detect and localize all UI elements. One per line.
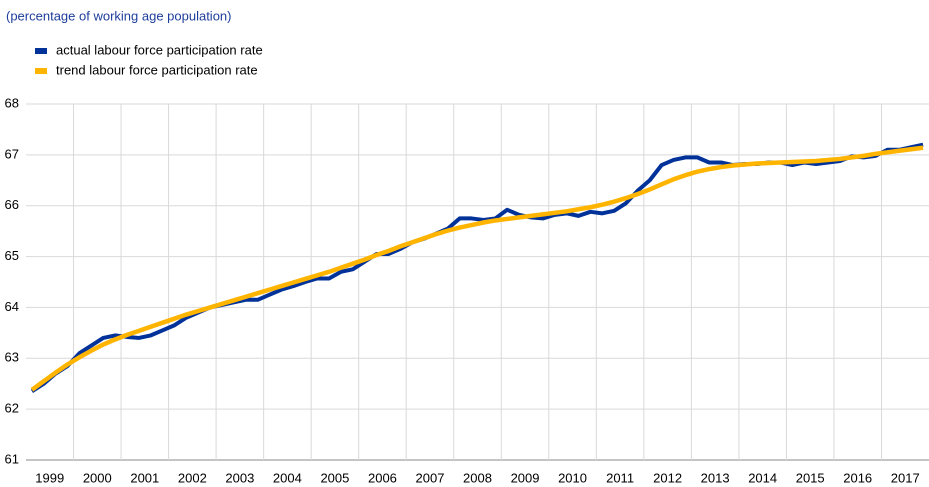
x-tick-label: 2014 bbox=[748, 470, 777, 485]
y-tick-label: 66 bbox=[5, 197, 19, 212]
x-tick-label: 2015 bbox=[796, 470, 825, 485]
x-tick-label: 2012 bbox=[653, 470, 682, 485]
legend-swatch bbox=[35, 48, 47, 54]
x-tick-label: 2002 bbox=[178, 470, 207, 485]
y-tick-label: 67 bbox=[5, 146, 19, 161]
x-tick-label: 2009 bbox=[511, 470, 540, 485]
series-line bbox=[30, 142, 924, 394]
x-tick-label: 2011 bbox=[606, 470, 634, 485]
x-tick-label: 2008 bbox=[463, 470, 492, 485]
x-tick-label: 2006 bbox=[368, 470, 397, 485]
y-tick-label: 68 bbox=[5, 95, 19, 110]
y-tick-label: 63 bbox=[5, 350, 19, 365]
x-tick-label: 2005 bbox=[320, 470, 349, 485]
y-tick-label: 61 bbox=[5, 451, 19, 466]
legend-label: trend labour force participation rate bbox=[56, 62, 258, 77]
x-tick-label: 2003 bbox=[225, 470, 254, 485]
x-tick-label: 2001 bbox=[130, 470, 159, 485]
x-tick-label: 1999 bbox=[35, 470, 64, 485]
legend-label: actual labour force participation rate bbox=[56, 42, 263, 57]
x-tick-label: 2010 bbox=[558, 470, 587, 485]
chart-subtitle: (percentage of working age population) bbox=[6, 8, 231, 23]
y-tick-label: 65 bbox=[5, 248, 19, 263]
x-tick-label: 2017 bbox=[891, 470, 920, 485]
x-tick-label: 2007 bbox=[416, 470, 445, 485]
legend-swatch bbox=[35, 68, 47, 74]
y-tick-label: 62 bbox=[5, 401, 19, 416]
x-tick-label: 2000 bbox=[83, 470, 112, 485]
x-tick-label: 2016 bbox=[843, 470, 872, 485]
y-tick-label: 64 bbox=[5, 299, 19, 314]
x-tick-label: 2013 bbox=[701, 470, 730, 485]
x-tick-label: 2004 bbox=[273, 470, 302, 485]
series-line bbox=[30, 145, 924, 392]
